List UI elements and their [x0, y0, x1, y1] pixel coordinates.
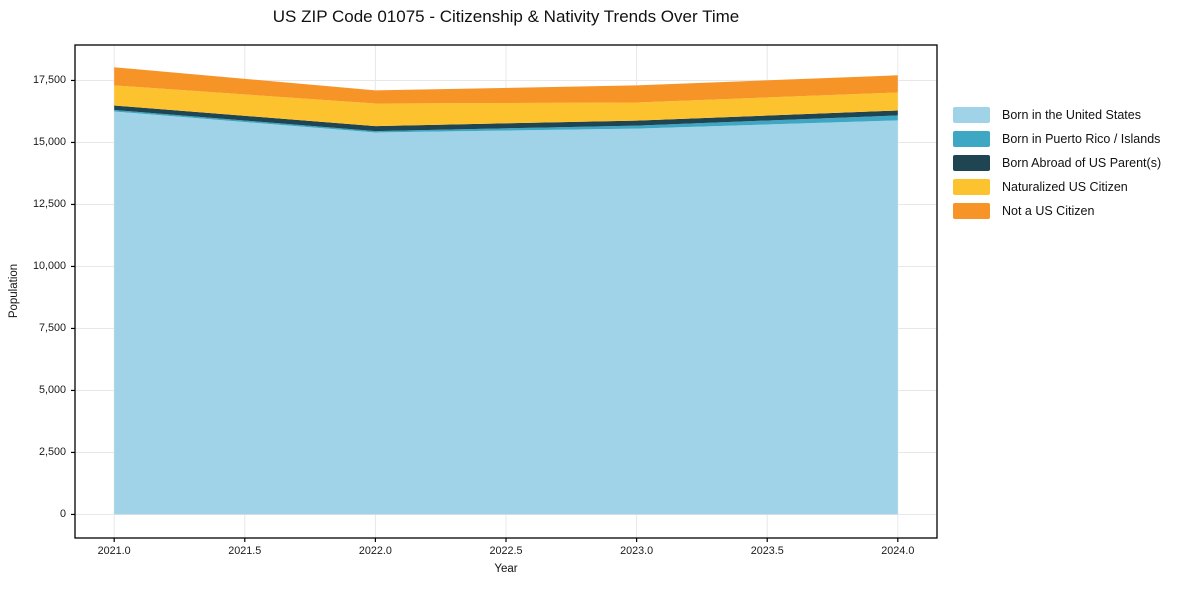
- y-tick-label: 17,500: [32, 73, 66, 86]
- legend-swatch: [953, 131, 990, 147]
- stacked-area-series-4: [114, 67, 898, 104]
- x-tick-label: 2021.0: [97, 545, 131, 557]
- y-tick-label: 7,500: [38, 321, 66, 334]
- legend-item: Born Abroad of US Parent(s): [953, 151, 1161, 175]
- legend-swatch: [953, 155, 990, 171]
- legend-label: Born in Puerto Rico / Islands: [1002, 132, 1161, 146]
- legend-swatch: [953, 203, 990, 219]
- legend-item: Born in Puerto Rico / Islands: [953, 127, 1161, 151]
- stacked-area-series-3: [114, 85, 898, 127]
- legend-item: Born in the United States: [953, 103, 1161, 127]
- y-tick-label: 10,000: [32, 259, 66, 272]
- legend-label: Not a US Citizen: [1002, 204, 1095, 218]
- y-tick-label: 0: [59, 507, 66, 520]
- x-tick-label: 2021.5: [228, 545, 262, 557]
- legend-swatch: [953, 107, 990, 123]
- stacked-area-series-0: [114, 111, 898, 515]
- legend-swatch: [953, 179, 990, 195]
- x-tick-label: 2022.5: [489, 545, 523, 557]
- legend-label: Born Abroad of US Parent(s): [1002, 156, 1162, 170]
- chart-title: US ZIP Code 01075 - Citizenship & Nativi…: [272, 7, 740, 26]
- legend-item: Not a US Citizen: [953, 199, 1161, 223]
- legend-item: Naturalized US Citizen: [953, 175, 1161, 199]
- legend-label: Born in the United States: [1002, 108, 1141, 122]
- x-tick-label: 2023.5: [750, 545, 784, 557]
- legend-label: Naturalized US Citizen: [1002, 180, 1128, 194]
- stacked-area-series-1: [114, 110, 898, 133]
- y-tick-label: 15,000: [32, 135, 66, 148]
- stacked-area-series-2: [114, 105, 898, 132]
- x-axis-label: Year: [494, 563, 518, 575]
- x-tick-label: 2023.0: [620, 545, 654, 557]
- y-tick-label: 5,000: [38, 383, 66, 396]
- y-tick-label: 2,500: [38, 445, 66, 458]
- legend: Born in the United States Born in Puerto …: [953, 103, 1161, 223]
- x-tick-label: 2024.0: [881, 545, 915, 557]
- x-tick-label: 2022.0: [358, 545, 392, 557]
- y-tick-label: 12,500: [32, 197, 66, 210]
